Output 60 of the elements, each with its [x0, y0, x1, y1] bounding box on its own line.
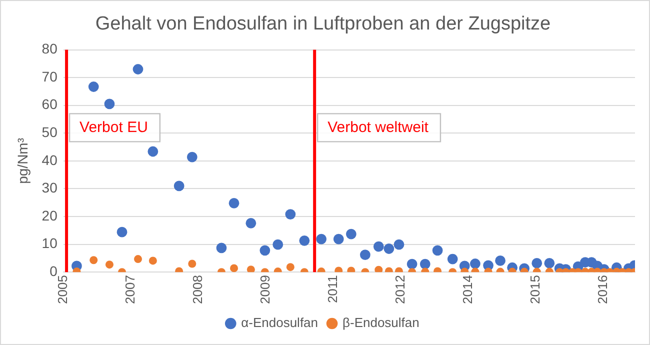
- point: [188, 260, 196, 268]
- point: [104, 98, 115, 110]
- point: [346, 228, 356, 240]
- point: [544, 258, 555, 268]
- point: [272, 239, 284, 250]
- point: [230, 264, 238, 272]
- point: [384, 244, 394, 254]
- point: [316, 234, 327, 244]
- y-tick-label: 70: [42, 68, 58, 84]
- point: [373, 241, 384, 252]
- point: [420, 258, 430, 270]
- point: [186, 152, 198, 162]
- point: [285, 209, 296, 220]
- point: [394, 239, 404, 250]
- point: [148, 256, 157, 265]
- point: [88, 82, 99, 92]
- x-tick-label: 2008: [190, 275, 205, 304]
- point: [148, 146, 158, 157]
- point: [116, 226, 128, 238]
- y-axis-title: pg/Nm³: [14, 138, 30, 184]
- y-tick-label: 10: [42, 235, 58, 252]
- point: [495, 255, 506, 266]
- point: [132, 64, 144, 74]
- legend-label: α-Endosulfan: [241, 315, 318, 330]
- point: [333, 234, 344, 244]
- x-tick-label: 2016: [595, 275, 610, 304]
- point: [299, 235, 310, 246]
- ref-line-label: Verbot weltweit: [328, 118, 430, 136]
- x-tick-label: 2009: [257, 275, 272, 304]
- ref-line-label: Verbot EU: [80, 118, 148, 136]
- x-tick-label: 2011: [324, 275, 340, 304]
- point: [360, 250, 370, 260]
- chart-title: Gehalt von Endosulfan in Luftproben an der Zugspitze: [95, 14, 551, 35]
- point: [532, 258, 542, 268]
- point: [374, 266, 383, 272]
- point: [228, 198, 240, 208]
- x-tick-label: 2015: [528, 275, 543, 304]
- point: [406, 258, 418, 270]
- point: [470, 258, 480, 269]
- point: [216, 242, 227, 254]
- x-tick-label: 2014: [460, 275, 476, 304]
- y-tick-label: 20: [42, 207, 58, 224]
- y-tick-label: 60: [42, 96, 58, 112]
- point: [246, 218, 256, 228]
- point: [246, 266, 255, 272]
- y-tick-label: 30: [42, 180, 58, 196]
- point: [432, 245, 443, 256]
- y-tick-label: 50: [42, 124, 58, 140]
- legend-label: β-Endosulfan: [342, 315, 420, 330]
- point: [134, 255, 142, 264]
- point: [174, 180, 184, 192]
- point: [105, 260, 114, 269]
- y-tick-label: 40: [42, 152, 58, 168]
- point: [286, 263, 294, 272]
- x-tick-label: 2012: [392, 275, 408, 304]
- point: [90, 256, 98, 264]
- x-tick-label: 2007: [122, 275, 138, 304]
- y-tick-label: 80: [42, 40, 58, 57]
- point: [447, 254, 458, 264]
- point: [260, 245, 270, 256]
